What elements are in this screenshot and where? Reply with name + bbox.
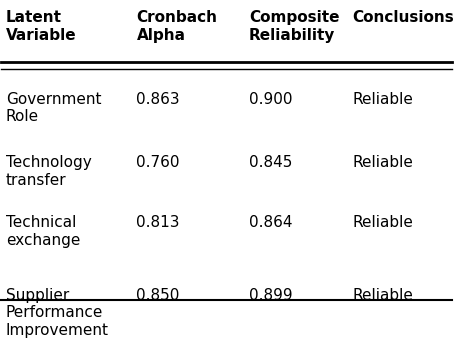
Text: 0.760: 0.760 [137,155,180,170]
Text: Cronbach
Alpha: Cronbach Alpha [137,11,218,43]
Text: Government
Role: Government Role [6,92,101,124]
Text: Composite
Reliability: Composite Reliability [249,11,339,43]
Text: 0.845: 0.845 [249,155,292,170]
Text: Reliable: Reliable [353,92,413,107]
Text: Technical
exchange: Technical exchange [6,216,80,248]
Text: 0.900: 0.900 [249,92,292,107]
Text: 0.899: 0.899 [249,288,292,303]
Text: 0.864: 0.864 [249,216,292,231]
Text: Reliable: Reliable [353,155,413,170]
Text: Conclusions: Conclusions [353,11,455,26]
Text: 0.850: 0.850 [137,288,180,303]
Text: Latent
Variable: Latent Variable [6,11,76,43]
Text: Reliable: Reliable [353,216,413,231]
Text: 0.813: 0.813 [137,216,180,231]
Text: Reliable: Reliable [353,288,413,303]
Text: Supplier
Performance
Improvement: Supplier Performance Improvement [6,288,109,338]
Text: 0.863: 0.863 [137,92,180,107]
Text: Technology
transfer: Technology transfer [6,155,91,188]
